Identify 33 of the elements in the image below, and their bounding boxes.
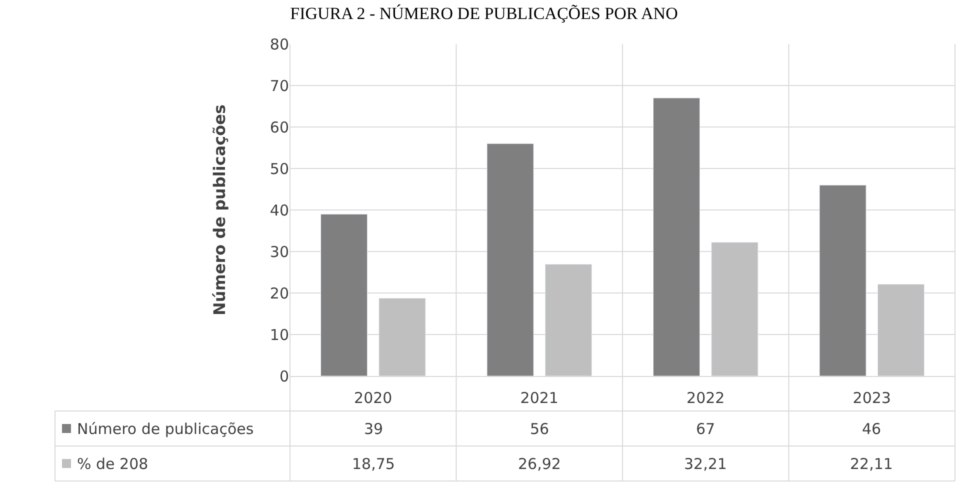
bar [711,242,758,376]
x-tick-label: 2022 [686,389,725,407]
y-tick-label: 80 [270,35,289,54]
x-tick-label: 2020 [354,389,392,407]
bar [378,298,426,376]
bar [819,184,866,376]
data-label: 18,75 [352,455,395,473]
legend-label: Número de publicações [77,420,254,438]
data-label: 46 [862,420,882,438]
bar [653,98,700,376]
data-label: 32,21 [684,455,727,473]
data-label: 67 [696,420,716,438]
y-tick-label: 60 [270,118,289,136]
x-tick-label: 2023 [852,389,891,407]
y-tick-label: 70 [270,76,289,95]
bar [320,214,368,376]
chart-title: FIGURA 2 - NÚMERO DE PUBLICAÇÕES POR ANO [290,4,678,24]
x-tick-label: 2021 [520,389,558,407]
y-tick-label: 50 [270,160,289,178]
data-label: 56 [530,420,550,438]
legend-label: % de 208 [77,455,148,473]
y-tick-label: 0 [279,367,289,386]
data-label: 26,92 [518,455,561,473]
y-tick-label: 20 [270,284,289,302]
bar [486,143,534,376]
y-tick-label: 40 [270,201,289,220]
y-tick-label: 10 [270,326,289,344]
y-tick-label: 30 [270,242,289,261]
data-label: 39 [364,420,384,438]
bar [544,264,592,376]
y-axis-title: Número de publicações [210,104,229,316]
data-label: 22,11 [850,455,893,473]
bar [877,284,924,376]
